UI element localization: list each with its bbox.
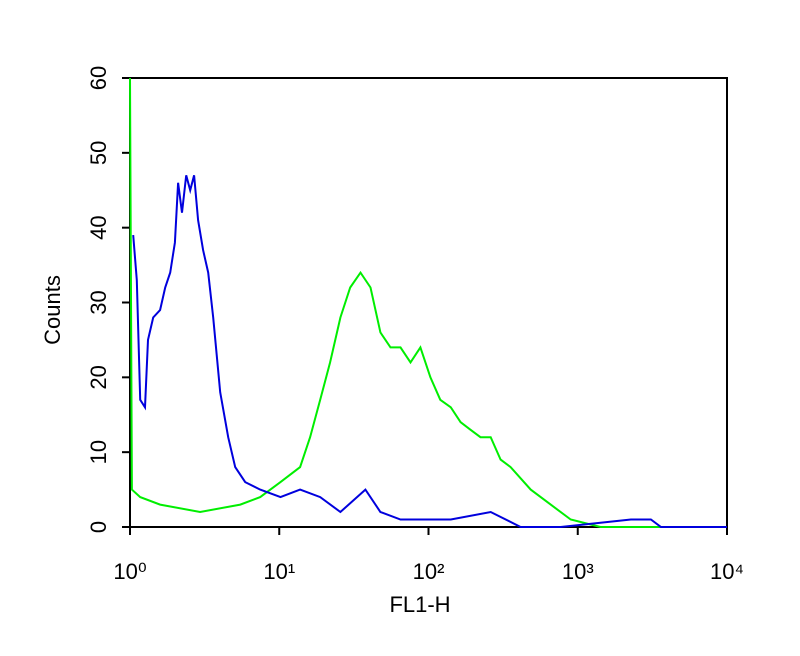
y-tick-label: 50 (86, 141, 111, 165)
x-tick-label: 10¹ (263, 559, 295, 584)
y-tick-label: 30 (86, 290, 111, 314)
series-line (129, 77, 727, 528)
x-tick-label: 10⁰ (113, 559, 146, 584)
x-axis-label: FL1-H (389, 592, 450, 617)
x-tick-label: 10⁴ (710, 559, 744, 584)
y-tick-label: 40 (86, 215, 111, 239)
plot-frame (129, 77, 728, 528)
y-tick-label: 20 (86, 365, 111, 389)
series-line (132, 175, 727, 528)
y-tick-label: 0 (86, 521, 111, 533)
y-tick-label: 10 (86, 440, 111, 464)
x-tick-label: 10³ (562, 559, 594, 584)
x-tick-label: 10² (413, 559, 445, 584)
y-tick-label: 60 (86, 66, 111, 90)
y-axis-label: Counts (40, 275, 65, 345)
